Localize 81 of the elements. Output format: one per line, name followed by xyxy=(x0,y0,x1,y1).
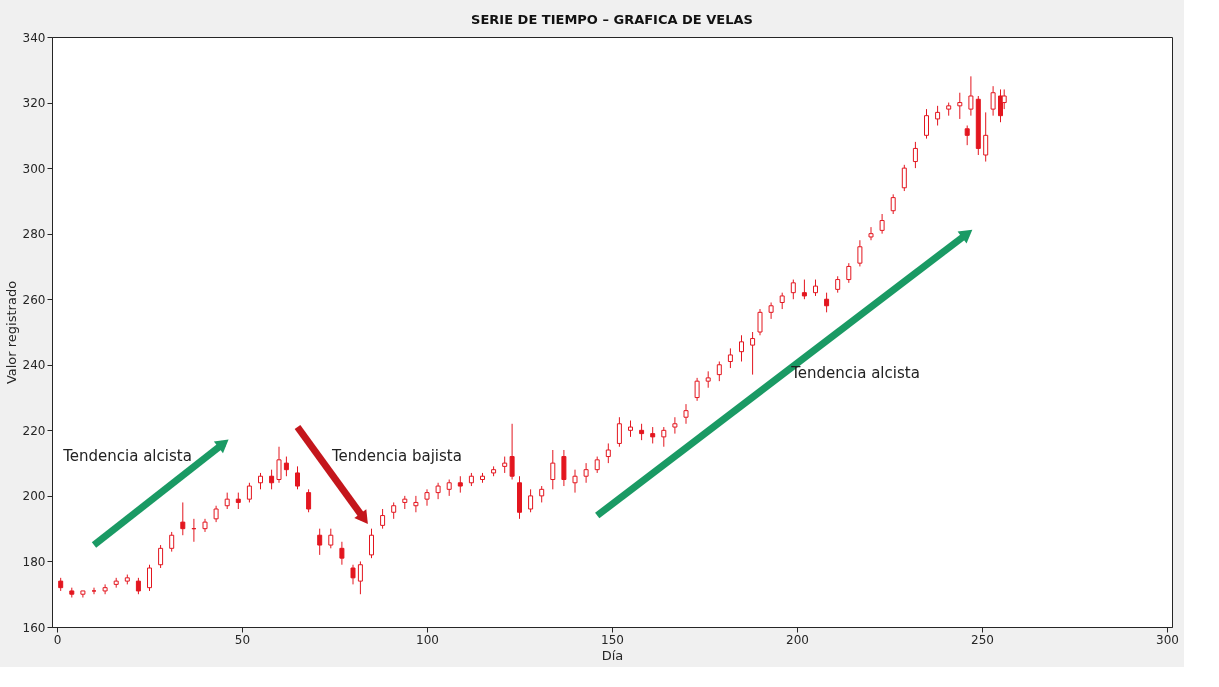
chart-title: SERIE DE TIEMPO – GRAFICA DE VELAS xyxy=(471,12,753,27)
candlestick xyxy=(561,449,567,487)
candlestick xyxy=(583,462,589,484)
candlestick xyxy=(350,564,356,585)
x-tick-label: 200 xyxy=(786,632,809,647)
y-tick-label: 340 xyxy=(22,30,46,45)
candlestick xyxy=(846,262,852,284)
candlestick xyxy=(91,587,97,595)
annotation: Tendencia alcista xyxy=(790,364,920,383)
candlestick xyxy=(158,544,164,569)
candlestick xyxy=(757,308,763,336)
candlestick xyxy=(169,531,175,553)
candlestick xyxy=(661,426,667,448)
y-tick-label: 160 xyxy=(22,620,46,635)
y-tick-label: 180 xyxy=(22,554,46,569)
candlestick xyxy=(694,377,700,402)
candlestick xyxy=(890,193,896,215)
candlestick xyxy=(369,528,374,559)
candlestick xyxy=(672,416,678,435)
candlestick xyxy=(550,449,556,490)
candlestick xyxy=(964,125,970,146)
y-tick-label: 320 xyxy=(22,96,46,111)
candlestick xyxy=(528,488,534,513)
candlestick xyxy=(924,108,929,140)
candlestick xyxy=(727,347,733,369)
x-axis-title: Día xyxy=(601,647,624,663)
annotation: Tendencia alcista xyxy=(62,446,192,465)
candlestick xyxy=(750,331,756,376)
candlestick xyxy=(879,213,885,235)
candlestick xyxy=(380,508,386,530)
candlestick xyxy=(246,482,252,503)
y-tick-label: 240 xyxy=(22,358,46,373)
x-tick-label: 250 xyxy=(971,632,994,647)
candlestick xyxy=(990,85,996,117)
candlestick xyxy=(339,541,345,566)
candlestick xyxy=(435,482,441,500)
candlestick xyxy=(572,469,578,494)
x-tick-label: 0 xyxy=(53,632,62,647)
y-tick-label: 260 xyxy=(22,292,46,307)
candlestick xyxy=(616,416,622,448)
candlestick xyxy=(912,141,918,169)
x-tick-label: 150 xyxy=(601,632,624,647)
candlestick xyxy=(824,292,830,313)
candlestick xyxy=(901,164,907,192)
x-tick-label: 300 xyxy=(1156,632,1179,647)
y-tick-label: 280 xyxy=(22,227,46,242)
candlestick xyxy=(857,239,863,267)
candlestick xyxy=(509,423,515,480)
candlestick xyxy=(269,469,275,490)
candlestick xyxy=(683,403,689,425)
candlestick xyxy=(180,501,186,536)
candlestick xyxy=(935,105,941,126)
x-tick-label: 100 xyxy=(416,632,439,647)
x-tick-label: 50 xyxy=(234,632,251,647)
candlestick xyxy=(357,560,363,595)
candlestick xyxy=(790,279,796,300)
candlestick xyxy=(295,465,300,490)
candlestick xyxy=(801,279,807,300)
y-tick-label: 300 xyxy=(22,161,46,176)
y-tick-label: 220 xyxy=(22,423,46,438)
candlestick xyxy=(983,111,989,163)
candlestick xyxy=(868,226,874,241)
candlestick xyxy=(306,488,312,513)
candlestick xyxy=(102,583,108,595)
candlestick xyxy=(605,442,611,464)
candlestick xyxy=(413,495,419,513)
candlestick xyxy=(276,446,282,484)
annotation: Tendencia bajista xyxy=(331,446,462,465)
candlestick xyxy=(283,456,289,477)
candlestick xyxy=(968,75,974,117)
candlestick xyxy=(424,488,430,507)
candlestick xyxy=(147,564,152,592)
y-tick-label: 200 xyxy=(22,489,46,504)
candlestick xyxy=(768,302,774,320)
candlestick xyxy=(716,361,722,382)
candlestick xyxy=(998,88,1003,123)
candlestick xyxy=(317,528,323,556)
candlestick xyxy=(328,528,334,549)
candlestick xyxy=(957,92,963,120)
candlestick xyxy=(739,334,744,362)
y-axis-title: Valor registrado xyxy=(3,280,19,385)
